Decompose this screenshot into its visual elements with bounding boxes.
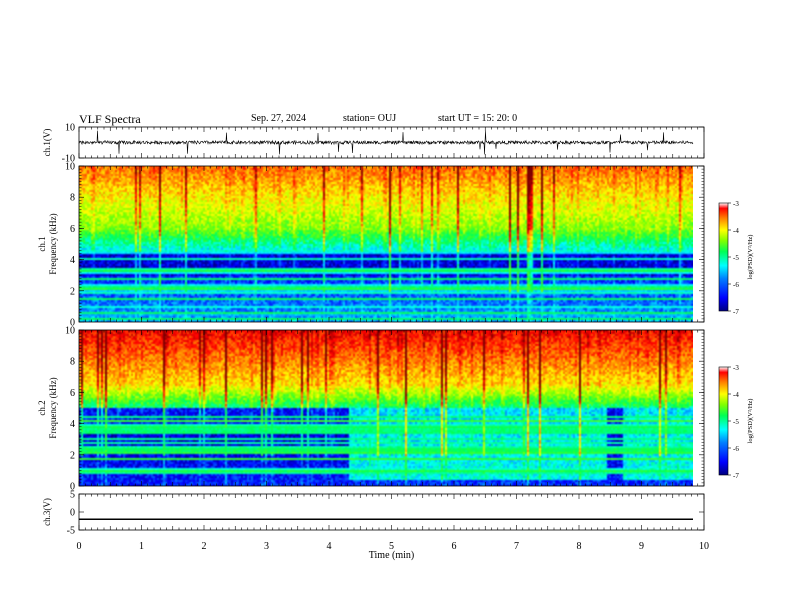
colorbar-tick-label: -4 [733,391,739,399]
ch1-waveform-y-tick-label: -10 [62,154,75,165]
ch1-spectrogram-y-tick-label: 2 [70,286,75,297]
colorbar-tick-label: -6 [733,445,739,453]
ch1-spectrogram-ylabel-frequency: Frequency (kHz) [48,213,58,274]
axes [78,126,731,531]
x-tick-label: 3 [264,541,269,552]
ch1-spectrogram-y-tick-label: 10 [65,162,75,173]
colorbar-tick-label: -4 [733,227,739,235]
colorbar-tick-label: -7 [733,472,739,480]
x-tick-label: 5 [389,541,394,552]
x-axis-title: Time (min) [369,550,414,561]
ch2-spectrogram-y-tick-label: 6 [70,388,75,399]
x-tick-label: 10 [699,541,709,552]
colorbar-1 [718,202,729,312]
ch1-waveform-y-tick-label: 10 [65,123,75,134]
x-tick-label: 8 [577,541,582,552]
ch1-spectrogram-y-tick-label: 6 [70,224,75,235]
x-tick-label: 7 [514,541,519,552]
ch3-waveform-ylabel: ch.3(V) [42,498,52,526]
ch2-spectrogram-y-tick-label: 4 [70,419,75,430]
ch1-spectrogram-image [79,166,693,322]
date-label: Sep. 27, 2024 [251,113,306,124]
x-tick-label: 0 [77,541,82,552]
colorbar-tick-label: -6 [733,281,739,289]
ch1-spectrogram-ylabel-channel: ch.1 [37,236,47,251]
x-tick-label: 2 [202,541,207,552]
x-tick-label: 9 [639,541,644,552]
ch3-waveform-y-tick-label: 0 [70,508,75,519]
station-label: station= OUJ [343,113,397,124]
colorbar-tick-label: -5 [733,254,739,262]
colorbar-tick-label: -7 [733,308,739,316]
ch1-spectrogram-y-tick-label: 0 [70,318,75,329]
ch2-spectrogram-y-tick-label: 2 [70,450,75,461]
waveform-lines [78,130,694,520]
ch2-spectrogram-ylabel-channel: ch.2 [37,400,47,415]
ch1-waveform-line [78,130,694,155]
colorbar-tick-label: -5 [733,418,739,426]
ch2-spectrogram-y-tick-label: 10 [65,326,75,337]
x-tick-label: 4 [327,541,332,552]
ch2-spectrogram-ylabel-frequency: Frequency (kHz) [48,377,58,438]
ch2-spectrogram-y-tick-label: 8 [70,357,75,368]
chart-title: VLF Spectra [79,112,141,126]
ch3-waveform-y-tick-label: -5 [67,526,75,537]
ch2-spectrogram [79,330,693,486]
colorbar-tick-label: -3 [733,200,739,208]
ch2-spectrogram-y-tick-label: 0 [70,482,75,493]
panel-frame-4 [78,493,705,531]
start-time-label: start UT = 15: 20: 0 [438,113,518,124]
ch1-waveform-ylabel: ch.1(V) [42,129,52,157]
ch1-spectrogram [79,166,693,322]
colorbar-tick-label: -3 [733,364,739,372]
colorbar-label-1: log(PSD)(V²/Hz) [747,235,754,280]
ch1-spectrogram-y-tick-label: 8 [70,193,75,204]
colorbar-2 [718,366,729,476]
x-tick-label: 1 [139,541,144,552]
ch1-spectrogram-y-tick-label: 4 [70,255,75,266]
x-tick-label: 6 [452,541,457,552]
ch3-waveform-y-tick-label: 5 [70,490,75,501]
colorbar-label-2: log(PSD)(V²/Hz) [747,399,754,444]
ch2-spectrogram-image [79,330,693,486]
